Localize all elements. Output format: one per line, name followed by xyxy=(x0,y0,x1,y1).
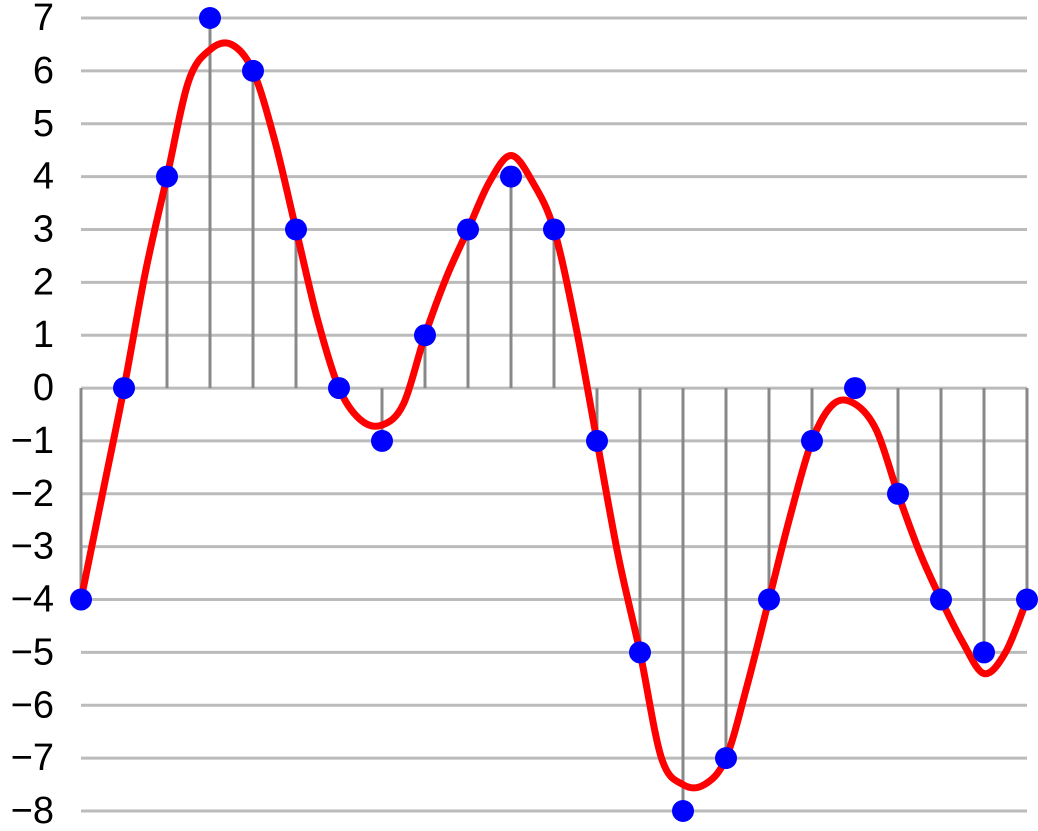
sample-point xyxy=(414,324,436,347)
sample-point xyxy=(629,641,651,664)
sample-point xyxy=(113,377,135,400)
sample-point xyxy=(70,588,92,611)
y-tick-label: −8 xyxy=(11,790,54,826)
sample-point xyxy=(1016,588,1038,611)
sample-point xyxy=(844,377,866,400)
y-tick-label: −6 xyxy=(11,684,54,726)
sample-point xyxy=(586,429,608,452)
sample-point xyxy=(371,429,393,452)
y-tick-label: 5 xyxy=(33,103,54,145)
y-tick-label: 3 xyxy=(33,208,54,250)
y-tick-label: −3 xyxy=(11,526,54,568)
sample-point xyxy=(930,588,952,611)
y-tick-label: −7 xyxy=(11,737,54,779)
sample-point xyxy=(758,588,780,611)
sample-point xyxy=(285,218,307,241)
y-tick-label: −5 xyxy=(11,631,54,673)
y-tick-label: 6 xyxy=(33,50,54,92)
sample-point xyxy=(156,165,178,188)
sample-point xyxy=(543,218,565,241)
sample-point xyxy=(887,482,909,505)
sample-point xyxy=(457,218,479,241)
sample-point xyxy=(242,59,264,82)
sample-point xyxy=(973,641,995,664)
y-tick-label: 1 xyxy=(33,314,54,356)
y-tick-label: −1 xyxy=(11,420,54,462)
sample-point xyxy=(715,747,737,770)
curve xyxy=(77,39,1031,792)
y-tick-label: 7 xyxy=(33,0,54,39)
sample-point xyxy=(801,429,823,452)
y-tick-label: 0 xyxy=(33,367,54,409)
y-tick-label: −2 xyxy=(11,473,54,515)
sample-point xyxy=(328,377,350,400)
sample-point xyxy=(672,800,694,822)
y-tick-label: 2 xyxy=(33,261,54,303)
y-tick-label: −4 xyxy=(11,579,54,621)
y-tick-label: 4 xyxy=(33,156,54,198)
sample-point xyxy=(199,7,221,29)
sample-point xyxy=(500,165,522,188)
